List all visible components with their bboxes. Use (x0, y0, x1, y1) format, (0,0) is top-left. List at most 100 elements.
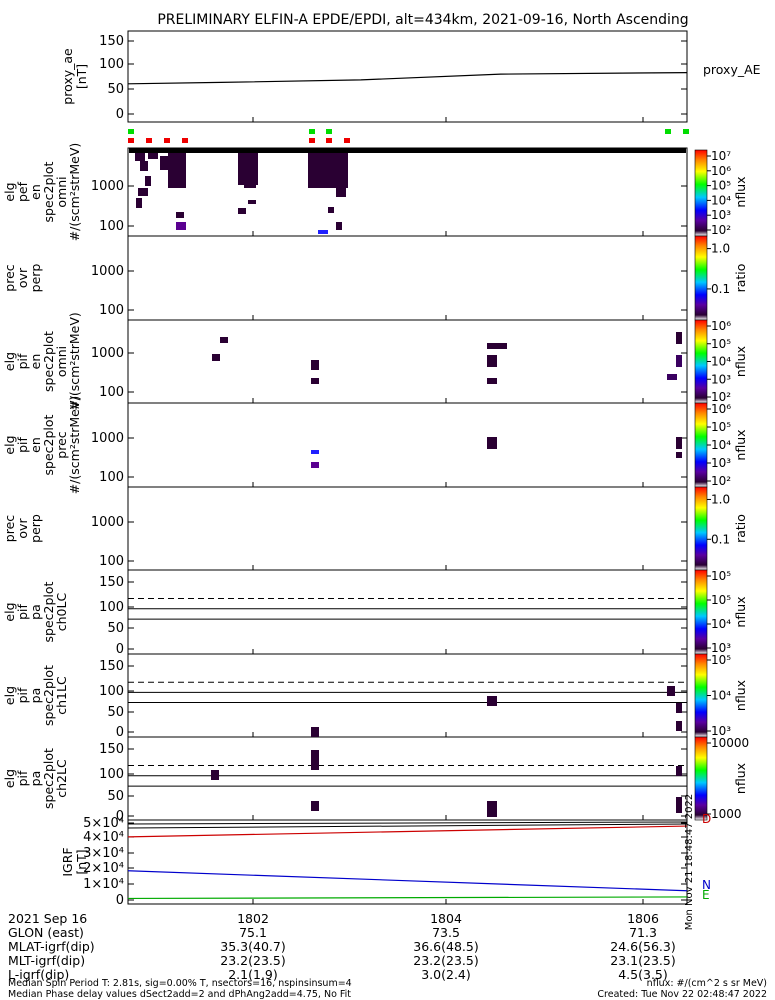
footer-glon-3: 71.3 (629, 925, 657, 940)
colorbar-unit-ch2: nflux (733, 763, 748, 794)
colorbar-label-ch0-3: 10³ (711, 641, 731, 655)
ylabel-ch1-4: ch1LC (54, 676, 69, 715)
igrf-top-line-1 (127, 821, 688, 825)
pef-spectrogram-block-9 (238, 153, 258, 185)
pif-prec-block-1 (311, 462, 319, 468)
colorbar-label-ch0-0: 10⁵ (711, 569, 731, 583)
colorbar-label-pif_prec-3: 10³ (711, 456, 731, 470)
pif-omni-block-7 (676, 332, 682, 344)
footer-tick-3: 1806 (627, 911, 659, 926)
ylabel-prec1-0: prec (2, 264, 17, 291)
status-marker-red-3 (182, 138, 188, 143)
colorbar-ch2 (694, 736, 708, 821)
ytick-label-pef-0: 1000 (91, 179, 124, 194)
ytick-label-pef-1: 100 (99, 219, 124, 234)
colorbar-label-pif_omni-4: 10² (711, 390, 731, 404)
ylabel-pif_omni-1: pif (15, 353, 30, 369)
ytick-label-igrf-3: 2×10⁴ (83, 861, 124, 876)
colorbar-label-ch2-1: 1000 (711, 807, 742, 821)
proxy-ae-line (127, 72, 688, 85)
ch1-block-1 (487, 696, 497, 706)
ch2-block-0 (311, 750, 319, 770)
status-marker-red-1 (146, 138, 152, 143)
footer-created: Created: Tue Nov 22 02:48:47 2022 (597, 989, 767, 1000)
colorbar-label-pef-0: 10⁷ (711, 149, 731, 163)
igrf-line-d (127, 825, 688, 838)
igrf-legend-n: N (702, 878, 711, 892)
ylabel-prec2-2: perp (28, 514, 43, 543)
colorbar-label-ch2-0: 10000 (711, 736, 749, 750)
colorbar-unit-ch1: nflux (733, 680, 748, 711)
footer-l-2: 3.0(2.4) (421, 967, 471, 982)
ylabel-pef-2: en (28, 184, 43, 200)
ylabel-ch2-4: ch2LC (54, 759, 69, 798)
ytick-label-igrf-2: 3×10⁴ (83, 846, 124, 861)
colorbar-ch0 (694, 569, 708, 655)
ytick-label-ch1-0: 150 (99, 659, 124, 674)
proxy-ae-right-label: proxy_AE (703, 62, 761, 77)
ylabel-pif_omni-4: omni (54, 346, 69, 377)
ch1-block-2 (667, 686, 675, 696)
ytick-label-ae-3: 0 (116, 107, 124, 122)
footer-date: 2021 Sep 16 (8, 911, 87, 926)
ytick-label-ch2-0: 150 (99, 742, 124, 757)
ytick-label-igrf-1: 4×10⁴ (83, 830, 124, 845)
colorbar-label-pef-4: 10³ (711, 208, 731, 222)
colorbar-label-prec2-1: 0.1 (711, 532, 730, 546)
panel-frame-ae (127, 30, 688, 123)
ylabel-pif_prec-2: en (28, 437, 43, 453)
footer-mlt-1: 23.2(23.5) (220, 953, 285, 968)
ylabel-pif_prec-5: #/(scm²strMeV) (67, 396, 82, 495)
footer-mlat-2: 36.6(48.5) (413, 939, 478, 954)
ylabel-pef-0: elg (2, 182, 17, 201)
ytick-label-ae-1: 100 (99, 57, 124, 72)
ytick-label-prec1-1: 100 (99, 303, 124, 318)
pif-omni-block-5 (487, 355, 497, 367)
ylabel-prec1-1: ovr (15, 267, 30, 288)
pif-omni-block-1 (212, 354, 220, 361)
ytick-label-ch1-3: 0 (116, 725, 124, 740)
colorbar-unit-pef: nflux (733, 176, 748, 207)
ytick-label-prec2-1: 100 (99, 554, 124, 569)
footer-glon-2: 73.5 (432, 925, 460, 940)
ylabel-ch0-4: ch0LC (54, 593, 69, 632)
ch2-block-2 (311, 801, 319, 811)
colorbar-prec1 (694, 235, 708, 321)
ylabel-ch0-3: spec2plot (41, 581, 56, 642)
status-marker-green-4 (683, 129, 689, 134)
footer-l-3: 4.5(3.5) (618, 967, 668, 982)
pif-omni-block-2 (311, 360, 319, 370)
pef-spectrogram-block-0 (135, 153, 145, 161)
pif-omni-block-3 (311, 378, 319, 384)
ylabel-ae-1: [nT] (74, 64, 89, 89)
pif-omni-block-0 (220, 337, 228, 343)
status-marker-red-0 (128, 138, 134, 143)
status-marker-green-1 (309, 129, 315, 134)
colorbar-label-pif_prec-1: 10⁵ (711, 420, 731, 434)
panel-frame-prec1 (127, 235, 688, 321)
igrf-line-e (127, 896, 688, 900)
ylabel-pif_prec-1: pif (15, 436, 30, 452)
colorbar-label-prec1-1: 0.1 (711, 282, 730, 296)
footer-glon-1: 75.1 (239, 925, 267, 940)
footer: 2021 Sep 16 1802 1804 1806 GLON (east) 7… (8, 911, 767, 1000)
igrf-legend-d: D (702, 812, 711, 826)
footer-note-phase: Median Phase delay values dSect2add=2 an… (8, 989, 351, 1000)
ylabel-ch2-3: spec2plot (41, 748, 56, 809)
footer-label-glon: GLON (east) (8, 925, 84, 940)
colorbar-label-pif_omni-0: 10⁶ (711, 319, 731, 333)
status-marker-green-3 (665, 129, 671, 134)
ytick-label-ch1-1: 100 (99, 684, 124, 699)
pif-omni-block-4 (487, 343, 507, 349)
ytick-label-igrf-5: 0 (116, 893, 124, 908)
pef-spectrogram-block-1 (140, 161, 148, 171)
footer-units: nflux: #/(cm^2 s sr MeV) (647, 978, 767, 989)
ch2-block-5 (676, 797, 682, 813)
pef-spectrogram-block-6 (138, 188, 148, 196)
ylabel-ch1-3: spec2plot (41, 665, 56, 726)
pif-prec-block-2 (487, 437, 497, 449)
colorbar-unit-prec2: ratio (733, 514, 748, 543)
ytick-label-ch0-1: 100 (99, 600, 124, 615)
igrf-legend-e: E (702, 888, 710, 902)
pef-top-band (129, 148, 686, 153)
